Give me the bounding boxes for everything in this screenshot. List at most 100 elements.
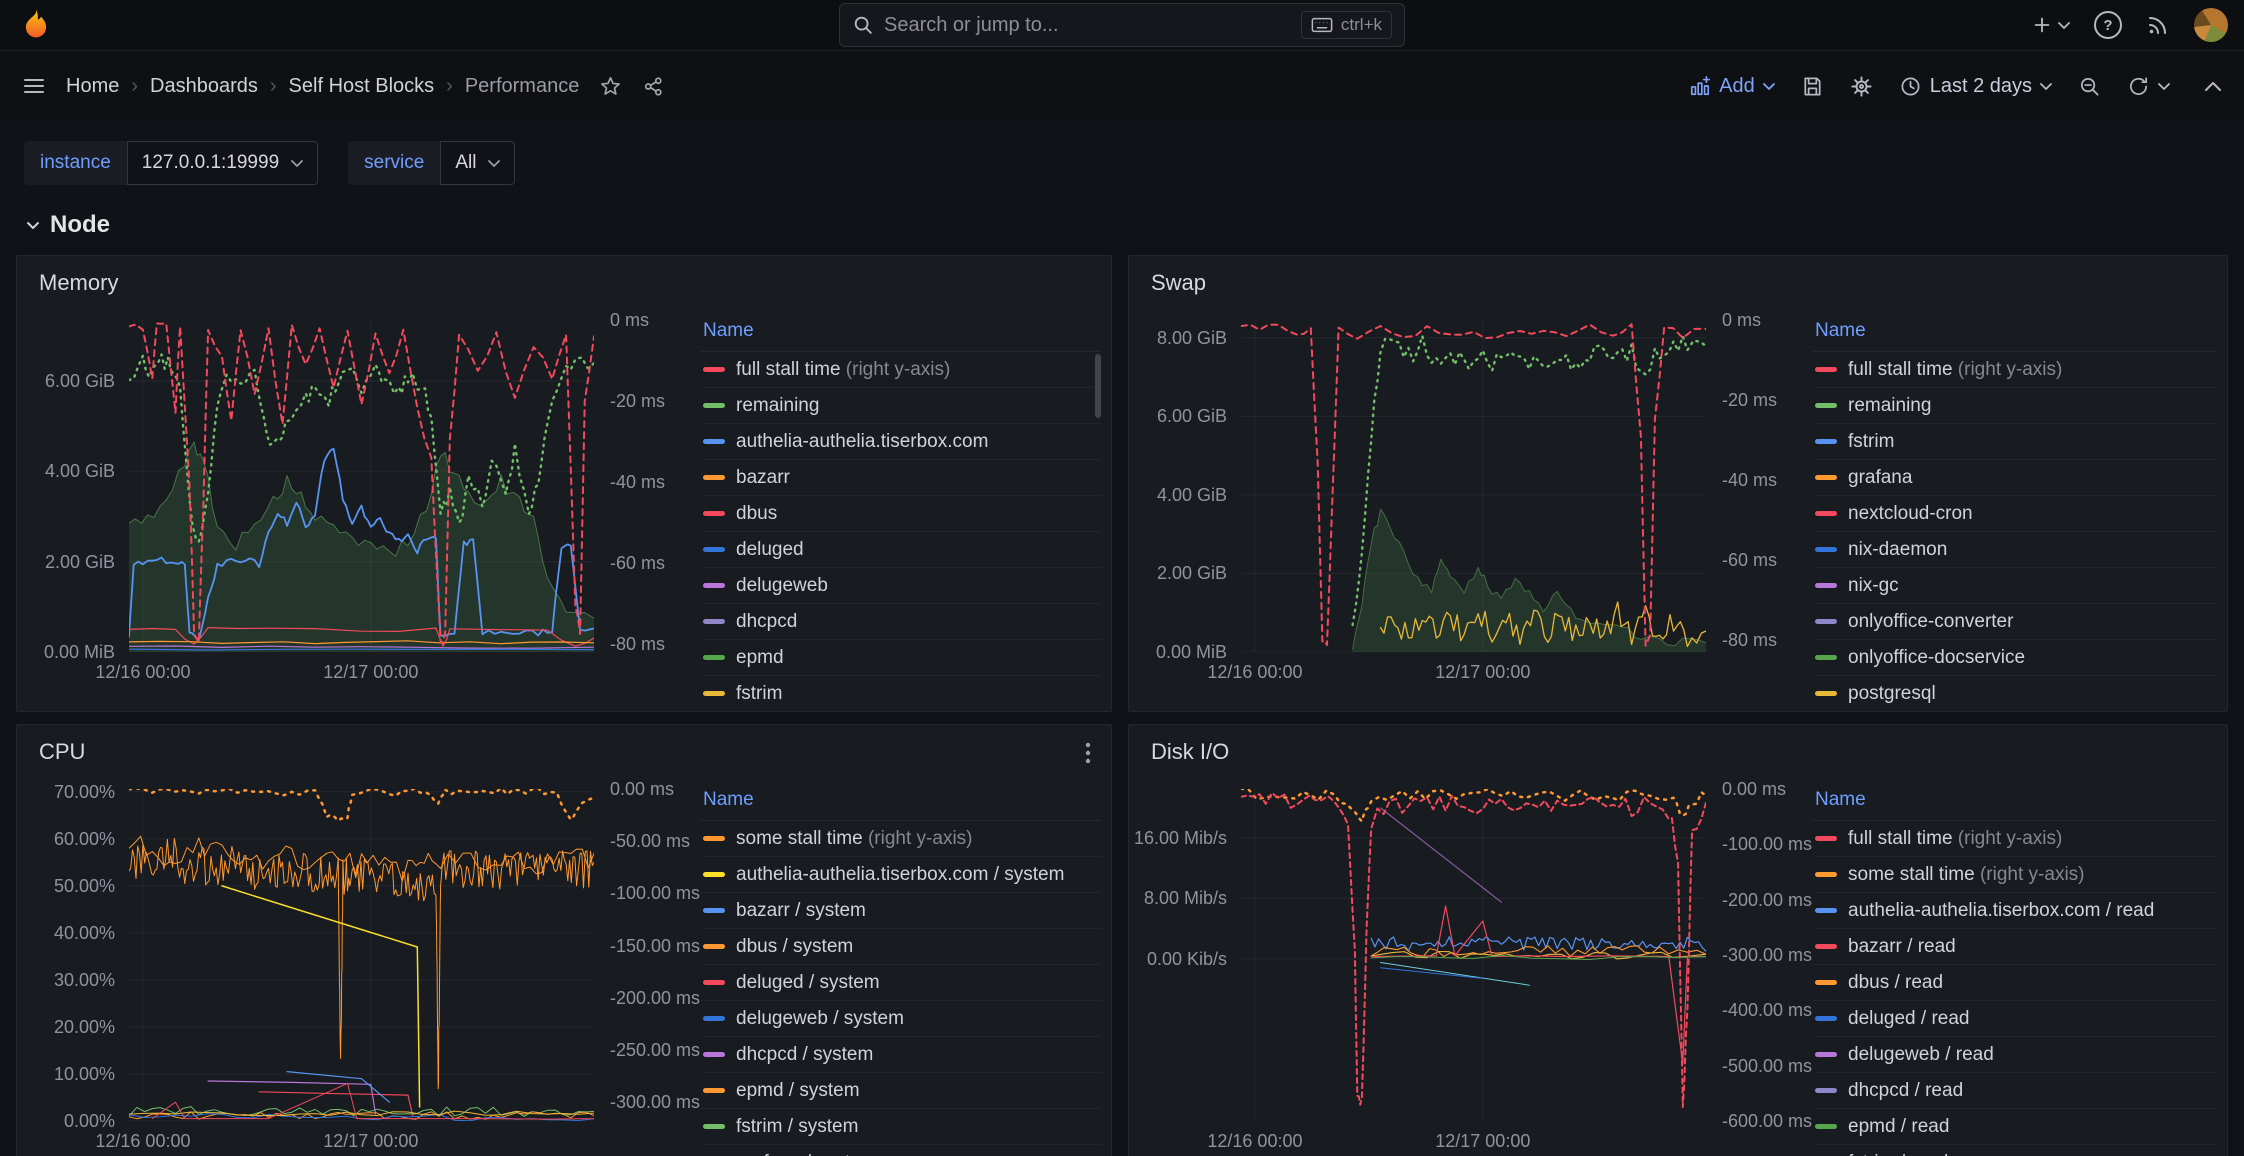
axis-tick-label: 4.00 GiB <box>1157 484 1227 506</box>
series-color-swatch <box>1815 1088 1837 1093</box>
legend-item[interactable]: delugeweb / read <box>1813 1037 2217 1073</box>
legend-item[interactable]: remaining <box>701 388 1101 424</box>
legend-item[interactable]: deluged / read <box>1813 1001 2217 1037</box>
legend-item[interactable]: dhcpcd / system <box>701 1037 1101 1073</box>
breadcrumb-separator: › <box>446 75 453 98</box>
breadcrumb-folder[interactable]: Self Host Blocks <box>289 75 435 98</box>
save-dashboard-icon[interactable] <box>1801 75 1824 98</box>
legend-header[interactable]: Name <box>1813 787 2217 821</box>
axis-tick-label: 10.00% <box>54 1063 115 1085</box>
legend-item[interactable]: epmd <box>701 640 1101 676</box>
legend-item[interactable]: delugeweb / system <box>701 1001 1101 1037</box>
disk-io-chart[interactable] <box>1241 789 1706 1121</box>
legend-item[interactable]: delugeweb <box>701 568 1101 604</box>
legend-body: some stall time (right y-axis)authelia-a… <box>701 821 1101 1156</box>
panel-title[interactable]: Swap <box>1151 270 1206 296</box>
memory-chart-area: 0.00 MiB2.00 GiB4.00 GiB6.00 GiB 0 ms-20… <box>29 312 691 704</box>
breadcrumb-dashboards[interactable]: Dashboards <box>150 75 258 98</box>
search-input[interactable]: Search or jump to... ctrl+k <box>839 3 1405 47</box>
series-label: fstrim <box>736 683 782 705</box>
panel-cpu: CPU 0.00%10.00%20.00%30.00%40.00%50.00%6… <box>16 724 1112 1156</box>
legend-item[interactable]: bazarr <box>701 460 1101 496</box>
x-axis: 12/16 00:0012/17 00:00 <box>1241 662 1706 686</box>
legend-header[interactable]: Name <box>701 787 1101 821</box>
legend-item[interactable]: bazarr / read <box>1813 929 2217 965</box>
legend-item[interactable]: dbus / system <box>701 929 1101 965</box>
legend-item[interactable]: epmd / system <box>701 1073 1101 1109</box>
axis-tick-label: -200.00 ms <box>610 987 700 1009</box>
legend-header[interactable]: Name <box>701 318 1101 352</box>
time-range-picker[interactable]: Last 2 days <box>1899 75 2052 98</box>
legend-item[interactable]: onlyoffice-docservice <box>1813 640 2217 676</box>
legend-item[interactable]: full stall time (right y-axis) <box>701 352 1101 388</box>
legend-item[interactable]: some stall time (right y-axis) <box>1813 857 2217 893</box>
service-variable-label[interactable]: service <box>348 141 440 185</box>
legend-item[interactable]: full stall time (right y-axis) <box>1813 352 2217 388</box>
axis-tick-label: -80 ms <box>1722 629 1777 651</box>
legend-item[interactable]: grafana / system <box>701 1145 1101 1156</box>
legend-item[interactable]: bazarr / system <box>701 893 1101 929</box>
legend-item[interactable]: authelia-authelia.tiserbox.com / system <box>701 857 1101 893</box>
user-avatar[interactable] <box>2194 8 2228 42</box>
legend-item[interactable]: dhcpcd <box>701 604 1101 640</box>
new-menu-button[interactable] <box>2031 14 2070 36</box>
legend-item[interactable]: dbus <box>701 496 1101 532</box>
series-color-swatch <box>703 655 725 660</box>
settings-gear-icon[interactable] <box>1850 75 1873 98</box>
legend-item[interactable]: fstrim / system <box>701 1109 1101 1145</box>
swap-chart[interactable] <box>1241 320 1706 652</box>
news-rss-icon[interactable] <box>2146 13 2170 37</box>
share-icon[interactable] <box>642 75 665 98</box>
star-favorite-icon[interactable] <box>599 75 622 98</box>
legend-item[interactable]: authelia-authelia.tiserbox.com <box>701 424 1101 460</box>
add-panel-button[interactable]: Add <box>1689 75 1775 98</box>
legend-item[interactable]: dhcpcd / read <box>1813 1073 2217 1109</box>
legend-item[interactable]: nextcloud-cron <box>1813 496 2217 532</box>
help-icon[interactable]: ? <box>2094 11 2122 39</box>
legend-item[interactable]: grafana <box>1813 460 2217 496</box>
legend-scrollbar[interactable] <box>1095 354 1101 418</box>
legend-item[interactable]: fstrim <box>1813 424 2217 460</box>
legend-item[interactable]: nix-gc <box>1813 568 2217 604</box>
legend-item[interactable]: fstrim <box>701 676 1101 707</box>
instance-variable-label[interactable]: instance <box>24 141 127 185</box>
series-color-swatch <box>1815 439 1837 444</box>
legend-header[interactable]: Name <box>1813 318 2217 352</box>
refresh-button[interactable] <box>2127 75 2170 98</box>
legend-item[interactable]: some stall time (right y-axis) <box>701 821 1101 857</box>
series-color-swatch <box>1815 691 1837 696</box>
panel-title[interactable]: Memory <box>39 270 118 296</box>
series-color-swatch <box>703 439 725 444</box>
memory-chart[interactable] <box>129 320 594 652</box>
row-node[interactable]: Node <box>0 185 2244 239</box>
legend-item[interactable]: deluged <box>701 532 1101 568</box>
legend-item[interactable]: epmd / read <box>1813 1109 2217 1145</box>
legend-item[interactable]: fstrim / read <box>1813 1145 2217 1156</box>
axis-tick-label: -100.00 ms <box>610 882 700 904</box>
refresh-icon <box>2127 75 2150 98</box>
axis-tick-label: -80 ms <box>610 633 665 655</box>
service-variable-value[interactable]: All <box>440 141 515 185</box>
legend-item[interactable]: onlyoffice-converter <box>1813 604 2217 640</box>
swap-chart-area: 0.00 MiB2.00 GiB4.00 GiB6.00 GiB8.00 GiB… <box>1141 312 1803 704</box>
legend-item[interactable]: full stall time (right y-axis) <box>1813 821 2217 857</box>
collapse-toolbar-chevron-up-icon[interactable] <box>2204 81 2222 92</box>
axis-tick-label: -100.00 ms <box>1722 833 1812 855</box>
zoom-out-icon[interactable] <box>2078 75 2101 98</box>
series-color-swatch <box>703 511 725 516</box>
legend-item[interactable]: postgresql <box>1813 676 2217 707</box>
panel-title[interactable]: Disk I/O <box>1151 739 1229 765</box>
legend-item[interactable]: deluged / system <box>701 965 1101 1001</box>
series-label: nix-daemon <box>1848 539 1947 561</box>
legend-item[interactable]: dbus / read <box>1813 965 2217 1001</box>
legend-item[interactable]: remaining <box>1813 388 2217 424</box>
instance-variable-value[interactable]: 127.0.0.1:19999 <box>127 141 318 185</box>
legend-item[interactable]: authelia-authelia.tiserbox.com / read <box>1813 893 2217 929</box>
menu-hamburger-icon[interactable] <box>22 74 46 98</box>
grafana-logo[interactable] <box>18 7 54 43</box>
panel-menu-kebab-icon[interactable] <box>1079 739 1097 772</box>
cpu-chart[interactable] <box>129 789 594 1121</box>
panel-title[interactable]: CPU <box>39 739 85 765</box>
breadcrumb-home[interactable]: Home <box>66 75 119 98</box>
legend-item[interactable]: nix-daemon <box>1813 532 2217 568</box>
